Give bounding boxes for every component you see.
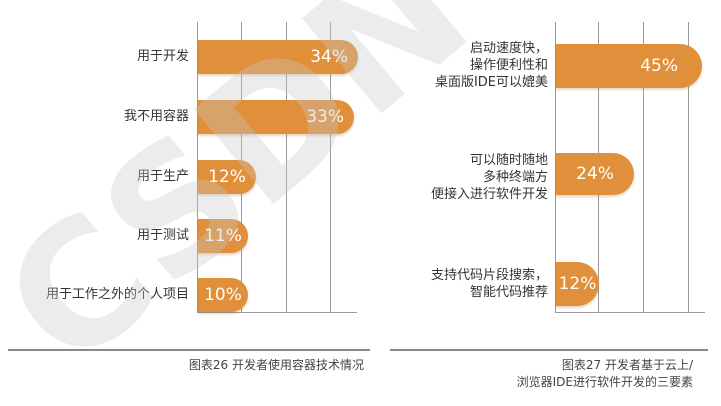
bar: 12% bbox=[198, 160, 256, 194]
right-chart: 启动速度快， 操作便利性和 桌面版IDE可以媲美 45% 可以随时随地 多种终端… bbox=[370, 0, 721, 400]
bar: 24% bbox=[556, 153, 634, 195]
axis-line bbox=[197, 22, 198, 313]
grid-line bbox=[286, 22, 287, 313]
bar: 45% bbox=[556, 44, 702, 88]
label-line: 智能代码推荐 bbox=[469, 285, 548, 300]
caption-line: 浏览器IDE进行软件开发的三要素 bbox=[516, 375, 693, 389]
label-line: 启动速度快， bbox=[469, 41, 548, 56]
grid-line bbox=[643, 22, 644, 313]
bar: 10% bbox=[198, 278, 248, 312]
bar-label: 启动速度快， 操作便利性和 桌面版IDE可以媲美 bbox=[435, 40, 548, 91]
bar: 11% bbox=[198, 219, 248, 253]
axis-bottom bbox=[197, 312, 357, 313]
label-line: 多种终端方 bbox=[482, 170, 548, 185]
label-line: 支持代码片段搜索， bbox=[430, 268, 548, 283]
bar: 34% bbox=[198, 40, 358, 74]
grid-line bbox=[688, 22, 689, 313]
label-line: 便接入进行软件开发 bbox=[430, 187, 548, 202]
label-line: 可以随时随地 bbox=[469, 153, 548, 168]
caption-line: 图表27 开发者基于云上/ bbox=[561, 358, 693, 372]
bar-label: 用于开发 bbox=[136, 49, 189, 64]
bar-label: 我不用容器 bbox=[123, 109, 189, 124]
label-line: 操作便利性和 bbox=[469, 58, 548, 73]
chart-caption: 图表27 开发者基于云上/ 浏览器IDE进行软件开发的三要素 bbox=[517, 357, 693, 391]
left-chart: 用于开发 34% 我不用容器 33% 用于生产 12% 用于测试 11% 用于工… bbox=[8, 22, 370, 372]
bar-label: 用于生产 bbox=[136, 169, 189, 184]
caption-rule bbox=[390, 349, 708, 351]
bar-label: 用于工作之外的个人项目 bbox=[45, 287, 189, 302]
axis-line bbox=[555, 22, 556, 313]
grid-line bbox=[330, 22, 331, 313]
bar: 33% bbox=[198, 100, 354, 134]
bar-label: 用于测试 bbox=[136, 228, 189, 243]
chart-caption: 图表26 开发者使用容器技术情况 bbox=[188, 358, 364, 372]
label-line: 桌面版IDE可以媲美 bbox=[434, 75, 548, 90]
bar-label: 支持代码片段搜索， 智能代码推荐 bbox=[431, 267, 548, 301]
bar-label: 可以随时随地 多种终端方 便接入进行软件开发 bbox=[431, 152, 548, 203]
caption-rule bbox=[8, 349, 370, 351]
axis-bottom bbox=[555, 312, 705, 313]
bar: 12% bbox=[556, 262, 599, 306]
